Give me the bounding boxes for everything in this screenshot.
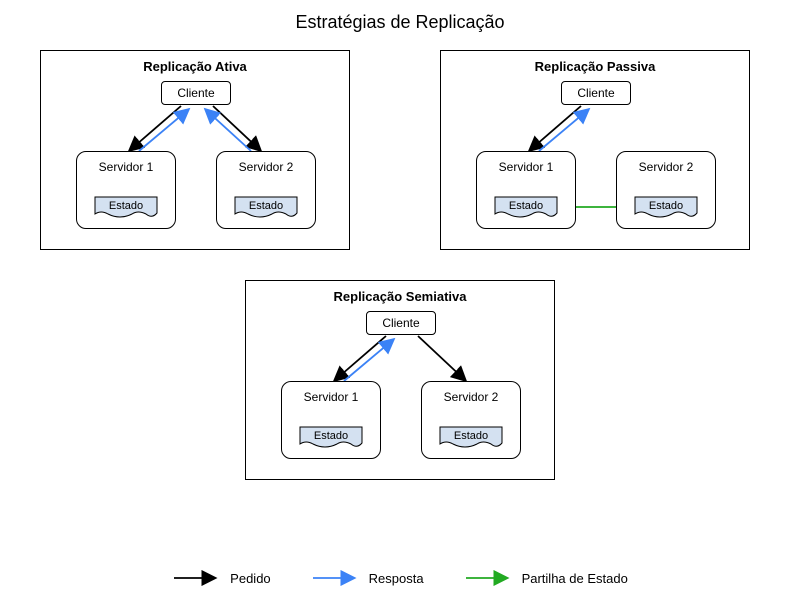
server-box-1: Servidor 1 Estado [476, 151, 576, 229]
arrow-pedido [213, 106, 261, 151]
client-box: Cliente [366, 311, 436, 335]
legend: Pedido Resposta Partilha de Estado [0, 570, 800, 586]
server-box-1: Servidor 1 Estado [76, 151, 176, 229]
main-title: Estratégias de Replicação [0, 0, 800, 33]
server-label: Servidor 1 [282, 390, 380, 404]
server-label: Servidor 2 [617, 160, 715, 174]
server-label: Servidor 1 [477, 160, 575, 174]
estado-box: Estado [634, 196, 698, 220]
arrow-icon [172, 570, 222, 586]
arrow-icon [311, 570, 361, 586]
legend-item-pedido: Pedido [172, 570, 270, 586]
estado-box: Estado [494, 196, 558, 220]
server-box-2: Servidor 2 Estado [216, 151, 316, 229]
estado-box: Estado [234, 196, 298, 220]
estado-label: Estado [299, 426, 363, 446]
server-label: Servidor 2 [422, 390, 520, 404]
server-box-1: Servidor 1 Estado [281, 381, 381, 459]
estado-label: Estado [234, 196, 298, 216]
legend-label: Partilha de Estado [522, 571, 628, 586]
panel-passiva: Replicação Passiva Cliente Servidor 1 Esta… [440, 50, 750, 250]
client-box: Cliente [161, 81, 231, 105]
panel-title: Replicação Semiativa [246, 289, 554, 304]
estado-box: Estado [299, 426, 363, 450]
legend-item-partilha: Partilha de Estado [464, 570, 628, 586]
arrow-resposta [139, 109, 189, 151]
arrow-pedido [129, 106, 181, 151]
arrow-resposta [539, 109, 589, 151]
legend-label: Pedido [230, 571, 270, 586]
server-box-2: Servidor 2 Estado [616, 151, 716, 229]
client-box: Cliente [561, 81, 631, 105]
arrow-pedido [529, 106, 581, 151]
panel-semiativa: Replicação Semiativa Cliente Servidor 1 Es… [245, 280, 555, 480]
estado-label: Estado [439, 426, 503, 446]
estado-label: Estado [494, 196, 558, 216]
arrow-pedido [418, 336, 466, 381]
legend-item-resposta: Resposta [311, 570, 424, 586]
arrow-pedido [334, 336, 386, 381]
estado-box: Estado [94, 196, 158, 220]
panel-ativa: Replicação Ativa Cliente Servidor 1 Estado… [40, 50, 350, 250]
arrow-resposta [344, 339, 394, 381]
server-label: Servidor 2 [217, 160, 315, 174]
arrow-resposta [205, 109, 251, 151]
panel-title: Replicação Ativa [41, 59, 349, 74]
server-label: Servidor 1 [77, 160, 175, 174]
panel-title: Replicação Passiva [441, 59, 749, 74]
estado-label: Estado [94, 196, 158, 216]
server-box-2: Servidor 2 Estado [421, 381, 521, 459]
arrow-icon [464, 570, 514, 586]
estado-box: Estado [439, 426, 503, 450]
estado-label: Estado [634, 196, 698, 216]
legend-label: Resposta [369, 571, 424, 586]
